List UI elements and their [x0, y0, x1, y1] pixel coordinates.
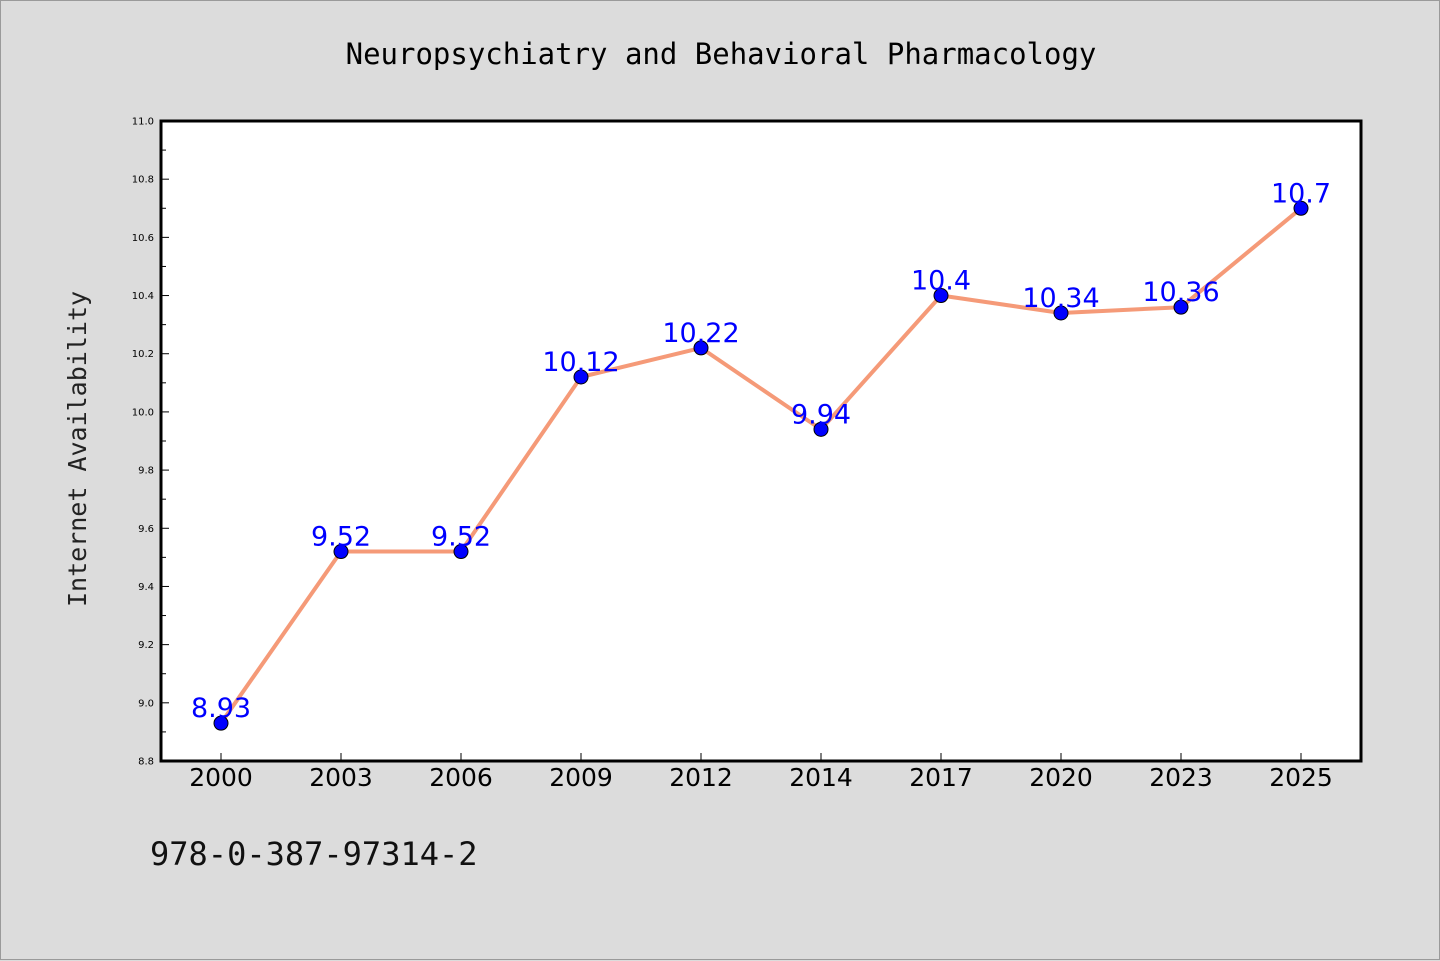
data-label-group: 8.93 9.52 9.52 10.12 10.22 9.94 10.4 10.34 10.36… [191, 178, 1331, 724]
data-point-label: 10.34 [1022, 283, 1099, 314]
data-point-marker [453, 544, 469, 560]
data-point-label: 10.7 [1271, 178, 1331, 209]
series-line-group [219, 206, 1303, 726]
y-tick-label: 8.8 [138, 757, 154, 768]
chart-title: Neuropsychiatry and Behavioral Pharmacol… [346, 37, 1097, 71]
data-point-label: 10.4 [911, 266, 971, 297]
data-point-label: 8.93 [191, 693, 251, 724]
data-point-marker [333, 544, 349, 560]
data-point-label: 9.52 [311, 522, 371, 553]
y-tick-label: 10.4 [132, 291, 154, 302]
y-tick-label: 9.0 [138, 698, 154, 709]
plot-frame [159, 119, 1363, 763]
data-point-label: 10.12 [542, 347, 619, 378]
data-point-marker [1053, 305, 1069, 321]
y-tick-label: 9.2 [138, 640, 154, 651]
y-tick-label: 9.8 [138, 466, 154, 477]
x-tick-label: 2020 [1029, 763, 1093, 792]
x-axis: 2000 2003 2006 2009 2012 2014 2017 2020 2023 2025 [189, 753, 1333, 792]
data-point-label: 10.22 [662, 318, 739, 349]
y-tick-label: 11.0 [132, 117, 154, 128]
data-point-marker [813, 421, 829, 437]
series-line [219, 206, 1303, 726]
x-tick-label: 2003 [309, 763, 373, 792]
y-tick-label: 9.6 [138, 524, 154, 535]
data-point-label: 9.52 [431, 522, 491, 553]
data-point-marker [213, 715, 229, 731]
x-tick-label: 2023 [1149, 763, 1213, 792]
x-tick-label: 2009 [549, 763, 613, 792]
marker-group [213, 200, 1309, 731]
data-point-marker [1293, 200, 1309, 216]
x-tick-label: 2025 [1269, 763, 1333, 792]
y-tick-label: 10.0 [132, 407, 154, 418]
y-axis-label: Internet Availability [63, 291, 92, 607]
x-tick-label: 2012 [669, 763, 733, 792]
data-point-marker [693, 340, 709, 356]
data-point-marker [933, 288, 949, 304]
x-tick-label: 2017 [909, 763, 973, 792]
x-tick-label: 2006 [429, 763, 493, 792]
x-tick-label: 2014 [789, 763, 853, 792]
y-tick-label: 10.8 [132, 175, 154, 186]
isbn-footer: 978-0-387-97314-2 [150, 835, 478, 873]
data-point-label: 9.94 [791, 399, 851, 430]
y-tick-label: 9.4 [138, 582, 154, 593]
plot-area [161, 121, 1361, 761]
x-tick-label: 2000 [189, 763, 253, 792]
y-tick-label: 10.2 [132, 349, 154, 360]
y-tick-label: 10.6 [132, 233, 154, 244]
data-point-marker [573, 369, 589, 385]
data-point-label: 10.36 [1142, 277, 1219, 308]
data-point-marker [1173, 299, 1189, 315]
y-axis: 8.8 9.0 9.2 9.4 9.6 9.8 10.0 10.2 10.4 10.6 10.8 11… [132, 117, 169, 768]
